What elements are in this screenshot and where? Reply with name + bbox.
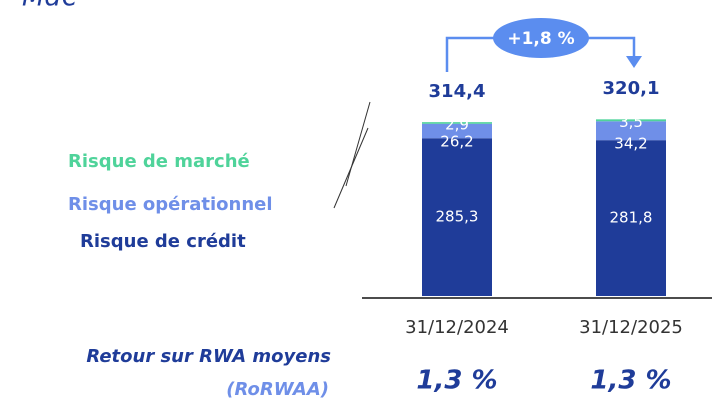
value-label: 2,9: [445, 116, 469, 134]
growth-arrow: [445, 36, 636, 72]
bar-segment: [596, 121, 666, 141]
growth-label: +1,8 %: [507, 29, 574, 49]
bar-segment: [596, 119, 666, 122]
bar-segment: [422, 123, 492, 139]
bar-segment: [422, 122, 492, 124]
arrow-head: [626, 56, 642, 68]
bar-segment: [596, 140, 666, 296]
ratio-label: Retour sur RWA moyens: [86, 346, 331, 367]
value-label: 285,3: [436, 208, 479, 226]
unit-label: Md€: [22, 0, 77, 13]
total-label: 320,1: [603, 78, 660, 99]
connector: [333, 127, 369, 209]
value-label: 26,2: [440, 133, 473, 151]
value-label: 3,5: [619, 113, 643, 131]
ratio-sublabel: (RoRWAA): [226, 379, 329, 400]
x-tick-label: 31/12/2024: [405, 317, 509, 338]
ratio-value: 1,3 %: [590, 366, 671, 396]
value-label: 281,8: [610, 209, 653, 227]
value-label: 34,2: [614, 135, 647, 153]
growth-bubble: [493, 18, 589, 58]
connector: [345, 101, 371, 187]
x-tick-label: 31/12/2025: [579, 317, 683, 338]
total-label: 314,4: [429, 81, 486, 102]
ratio-value: 1,3 %: [416, 366, 497, 396]
legend-entry: Risque de marché: [68, 151, 250, 172]
legend-entry: Risque opérationnel: [68, 194, 273, 215]
legend-entry: Risque de crédit: [80, 231, 246, 252]
bar-segment: [422, 138, 492, 296]
